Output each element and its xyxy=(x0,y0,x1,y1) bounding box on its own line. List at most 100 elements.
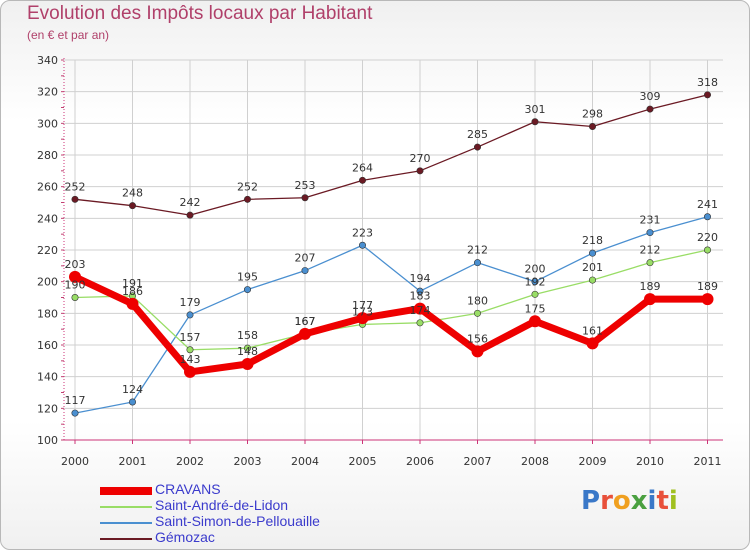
data-point xyxy=(644,293,656,306)
data-label: 158 xyxy=(237,329,258,342)
data-point xyxy=(244,195,252,203)
data-point xyxy=(701,293,714,306)
series-line-saint-simon-de-pellouaille xyxy=(74,216,708,414)
legend-swatch xyxy=(100,506,152,508)
x-tick-label: 2001 xyxy=(119,455,147,468)
x-tick-label: 2003 xyxy=(234,455,262,468)
data-label: 117 xyxy=(65,394,86,407)
data-point xyxy=(126,297,139,310)
data-point xyxy=(416,319,424,327)
y-tick-label: 260 xyxy=(37,181,58,194)
data-label: 309 xyxy=(640,90,661,103)
data-point xyxy=(471,345,484,358)
y-tick-label: 140 xyxy=(37,371,58,384)
data-label: 183 xyxy=(410,290,431,303)
data-label: 318 xyxy=(697,76,718,89)
data-point xyxy=(473,259,481,267)
data-label: 157 xyxy=(180,331,201,344)
x-tick-label: 2006 xyxy=(406,455,434,468)
data-label: 207 xyxy=(295,252,316,265)
y-tick-label: 220 xyxy=(37,244,58,257)
data-label: 231 xyxy=(640,214,661,227)
data-label: 186 xyxy=(122,285,143,298)
data-label: 301 xyxy=(525,103,546,116)
data-label: 124 xyxy=(122,383,143,396)
legend-item: Gémozac xyxy=(100,529,380,547)
x-tick-label: 2009 xyxy=(579,455,607,468)
data-label: 298 xyxy=(582,108,603,121)
logo-letter: t xyxy=(656,486,669,516)
data-point xyxy=(299,327,311,340)
data-point xyxy=(473,309,481,317)
data-label: 143 xyxy=(180,353,201,366)
data-label: 191 xyxy=(122,277,143,290)
data-point xyxy=(473,143,481,151)
data-point xyxy=(646,259,654,267)
legend-label: Saint-André-de-Lidon xyxy=(155,497,289,513)
data-point xyxy=(358,241,366,249)
data-point xyxy=(416,287,424,295)
logo-letter: r xyxy=(600,486,613,516)
data-label: 241 xyxy=(697,198,718,211)
data-label: 174 xyxy=(410,304,431,317)
data-point xyxy=(531,290,539,298)
legend-swatch xyxy=(100,538,152,540)
data-label: 242 xyxy=(180,196,201,209)
y-tick-label: 320 xyxy=(37,86,58,99)
y-tick-label: 200 xyxy=(37,276,58,289)
data-point xyxy=(71,409,79,417)
data-label: 220 xyxy=(697,231,718,244)
series-line-g-mozac xyxy=(74,94,708,216)
data-point xyxy=(531,278,539,286)
data-point xyxy=(301,194,309,202)
series-lines xyxy=(73,94,708,414)
data-label: 167 xyxy=(295,315,316,328)
data-point xyxy=(186,346,194,354)
data-point xyxy=(356,312,369,325)
y-tick-label: 300 xyxy=(37,117,58,130)
data-point xyxy=(703,91,711,99)
data-label: 161 xyxy=(582,324,603,337)
series-line-cravans xyxy=(73,273,708,376)
y-tick-label: 240 xyxy=(37,212,58,225)
y-tick-label: 280 xyxy=(37,149,58,162)
data-point xyxy=(588,123,596,131)
y-tick-label: 160 xyxy=(37,339,58,352)
data-label: 203 xyxy=(65,258,86,271)
legend-swatch xyxy=(100,487,152,495)
x-tick-label: 2007 xyxy=(464,455,492,468)
data-point xyxy=(414,302,426,315)
data-point xyxy=(71,293,79,301)
chart-subtitle: (en € et par an) xyxy=(27,28,110,42)
data-label: 173 xyxy=(352,305,373,318)
data-label: 252 xyxy=(237,180,258,193)
data-label: 195 xyxy=(237,271,258,284)
data-label: 194 xyxy=(410,272,431,285)
data-point xyxy=(646,105,654,113)
data-point xyxy=(71,195,79,203)
legend-item: Saint-Simon-de-Pellouaille xyxy=(100,513,380,531)
data-point xyxy=(529,315,541,328)
data-label: 200 xyxy=(525,263,546,276)
data-label: 175 xyxy=(525,302,546,315)
data-point xyxy=(703,246,711,254)
logo-letter: i xyxy=(647,486,657,516)
data-point xyxy=(69,270,81,283)
data-label: 270 xyxy=(410,152,431,165)
logo-letter: P xyxy=(581,486,601,516)
data-label: 201 xyxy=(582,261,603,274)
data-label: 148 xyxy=(237,345,258,358)
data-label: 189 xyxy=(640,280,661,293)
data-point xyxy=(244,286,252,294)
data-label: 177 xyxy=(352,299,373,312)
data-point xyxy=(129,202,137,210)
data-label: 167 xyxy=(295,315,316,328)
data-label: 218 xyxy=(582,234,603,247)
proxiti-logo: Proxiti xyxy=(581,486,678,516)
data-label: 179 xyxy=(180,296,201,309)
logo-letter: x xyxy=(630,486,648,516)
data-point xyxy=(646,229,654,237)
y-tick-label: 100 xyxy=(37,434,58,447)
data-point xyxy=(588,276,596,284)
